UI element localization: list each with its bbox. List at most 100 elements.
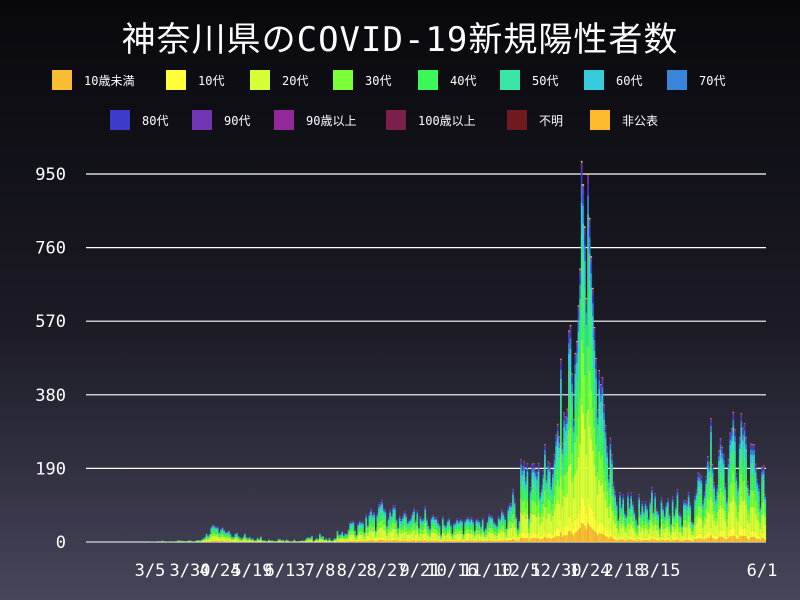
bar-segment [646,540,648,542]
bar-segment [556,499,559,528]
bar-segment [360,534,363,540]
bar-segment [706,465,709,473]
bar-segment [609,440,612,445]
bar-segment [679,517,682,520]
bar-segment [392,505,395,507]
bar-segment [228,540,230,542]
bar-segment [759,507,762,510]
bar-segment [363,534,366,537]
bar-segment [402,528,404,533]
bar-segment [623,540,626,542]
bar-segment [379,514,382,521]
bar-segment [566,423,569,435]
bar-segment [366,535,369,540]
bar-segment [713,493,715,502]
bar-segment [208,537,211,539]
bar-segment [742,440,744,450]
bar-segment [675,540,677,542]
bar-segment [668,518,671,523]
bar-segment [627,508,629,516]
bar-segment [212,527,214,530]
bar-segment [764,503,767,510]
bar-segment [584,374,586,429]
y-tick-label: 950 [35,165,66,185]
bar-segment [678,521,680,527]
bar-segment [686,514,688,521]
bar-segment [499,518,502,520]
bar-segment [614,497,617,502]
bar-segment [481,540,484,542]
bar-segment [307,540,310,542]
bar-segment [619,501,621,509]
bar-segment [400,526,403,531]
bar-segment [603,492,605,526]
bar-segment [737,488,739,492]
bar-segment [643,510,645,511]
bar-segment [343,539,345,542]
bar-segment [762,467,765,470]
bar-segment [705,534,708,539]
bar-segment [497,520,500,525]
bar-segment [603,525,605,536]
bar-segment [694,539,696,542]
bar-segment [550,534,553,540]
bar-segment [220,531,222,534]
bar-segment [708,513,711,533]
bar-segment [472,522,474,525]
bar-segment [317,540,320,541]
bar-segment [309,538,312,540]
bar-segment [483,535,486,538]
bar-segment [553,459,556,465]
bar-segment [654,539,656,542]
bar-segment [638,509,640,517]
bar-segment [421,533,423,540]
bar-segment [462,540,465,542]
bar-segment [338,535,340,537]
bar-segment [362,539,364,541]
bar-segment [379,504,382,507]
bar-segment [441,540,444,542]
bar-segment [322,539,324,542]
bar-segment [571,373,573,375]
bar-segment [566,494,569,527]
bar-segment [628,537,631,541]
bar-segment [651,512,653,523]
bar-segment [724,494,727,503]
bar-segment [472,524,474,528]
bar-segment [667,536,669,540]
bar-segment [552,533,554,539]
bar-segment [619,495,621,498]
bar-segment [212,529,214,533]
bar-segment [252,540,254,542]
bar-segment [746,534,749,539]
bar-segment [657,531,660,539]
bar-segment [518,526,521,531]
bar-segment [210,533,213,537]
bar-segment [489,532,492,539]
bar-segment [706,456,709,459]
bar-segment [406,528,409,532]
bar-segment [761,533,763,539]
bar-segment [545,476,548,478]
bar-segment [403,514,406,517]
bar-segment [510,527,513,538]
bar-segment [347,529,350,531]
bar-segment [339,534,342,536]
bar-segment [457,539,460,541]
bar-segment [719,471,722,488]
bar-segment [531,532,534,539]
bar-segment [395,539,398,541]
bar-segment [593,328,596,330]
bar-segment [574,413,577,442]
bar-segment [762,532,765,539]
bar-segment [625,532,628,539]
bar-segment [473,541,476,542]
bar-segment [507,509,510,511]
bar-segment [732,412,735,414]
bar-segment [743,424,746,425]
bar-segment [561,530,564,538]
bar-segment [566,409,569,411]
bar-segment [713,510,715,521]
bar-segment [619,492,621,494]
bar-segment [441,532,444,539]
